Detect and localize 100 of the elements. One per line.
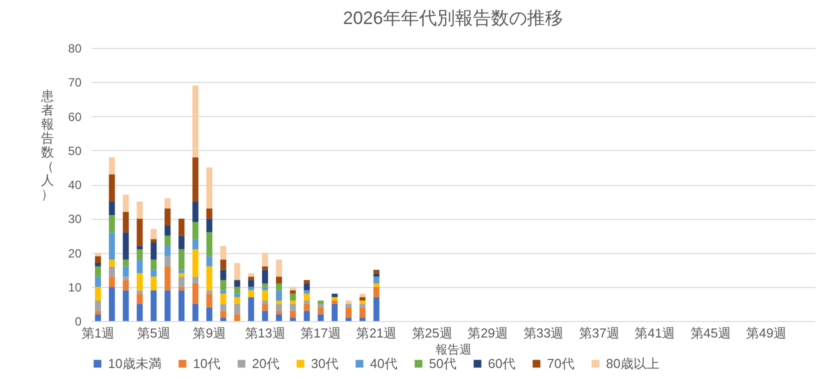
bar (290, 304, 296, 311)
bar (192, 239, 198, 250)
bar (108, 174, 115, 202)
bar (220, 294, 226, 304)
bar (206, 218, 212, 232)
bar (122, 194, 129, 212)
bar (346, 307, 352, 318)
bar (206, 208, 212, 219)
bar (304, 283, 310, 290)
y-tick-label: 30 (68, 212, 82, 226)
x-tick-label: 第33週 (523, 326, 564, 340)
y-tick-label: 40 (68, 178, 82, 192)
bar (108, 215, 115, 232)
bar (234, 280, 240, 287)
bar (164, 225, 171, 236)
y-tick-label: 20 (68, 246, 82, 260)
bar (234, 294, 240, 298)
bar (262, 300, 268, 304)
bar (318, 300, 324, 304)
bar (276, 304, 282, 311)
legend-label: 50代 (429, 356, 456, 371)
bar (290, 310, 296, 318)
legend-label: 80歳以上 (606, 356, 660, 371)
bar (206, 256, 212, 266)
bar (94, 300, 101, 311)
bar (248, 297, 254, 321)
bar (318, 304, 324, 308)
bar (262, 270, 268, 284)
bar (276, 300, 282, 304)
bar (373, 276, 380, 284)
bar (192, 202, 198, 222)
bar (164, 266, 171, 290)
bar (234, 297, 240, 304)
bar (220, 260, 226, 270)
bar (192, 283, 198, 304)
bar (192, 222, 198, 240)
bar (108, 286, 115, 321)
bar (234, 262, 240, 280)
bar (94, 266, 101, 277)
bar (346, 304, 352, 308)
bar (304, 300, 310, 304)
bar (290, 286, 296, 290)
bar (262, 252, 268, 266)
bar (276, 290, 282, 301)
x-tick-label: 第13週 (244, 326, 286, 340)
bar (136, 294, 143, 304)
bar (178, 273, 184, 277)
x-tick-label: 第41週 (634, 326, 676, 340)
bar (332, 294, 338, 298)
bar (122, 260, 129, 266)
bar (262, 304, 268, 311)
bar (206, 232, 212, 256)
bar (318, 314, 324, 321)
bar (178, 249, 184, 270)
bar (220, 310, 226, 318)
x-tick-label: 第25週 (412, 326, 452, 340)
x-tick-label: 第37週 (578, 326, 620, 340)
bar (304, 310, 310, 321)
bar (108, 157, 115, 174)
bar (234, 286, 240, 294)
bar (304, 294, 310, 301)
bar (108, 260, 115, 266)
bar (164, 198, 171, 208)
bar (234, 314, 240, 321)
bar (220, 246, 226, 260)
bar (360, 300, 366, 304)
bar (276, 260, 282, 277)
bar (262, 290, 268, 301)
bar (220, 280, 226, 290)
bar (192, 86, 198, 158)
bar (373, 286, 380, 298)
bar (248, 286, 254, 290)
x-axis-title: 報告週 (436, 342, 472, 356)
legend-label: 60代 (488, 356, 516, 371)
bar (150, 260, 157, 270)
bar (94, 256, 101, 263)
bar (178, 286, 184, 290)
bar (122, 290, 129, 321)
bar (248, 280, 254, 287)
bar (150, 239, 157, 243)
bar (178, 218, 184, 236)
bar (248, 273, 254, 277)
chart-title: 2026年年代別報告数の推移 (342, 8, 564, 28)
bar (290, 318, 296, 321)
bar (192, 249, 198, 277)
bar (164, 256, 171, 266)
x-tick-label: 第45週 (690, 326, 731, 340)
bar (122, 232, 129, 260)
bar (220, 318, 226, 321)
bar (94, 276, 101, 287)
bar (122, 212, 129, 232)
bar (262, 266, 268, 270)
y-tick-label: 0 (74, 314, 82, 328)
bar (94, 314, 101, 321)
bar (136, 273, 143, 290)
bar (248, 276, 254, 280)
bar (360, 304, 366, 308)
bar (262, 310, 268, 321)
bar (136, 249, 143, 260)
bar (262, 286, 268, 290)
